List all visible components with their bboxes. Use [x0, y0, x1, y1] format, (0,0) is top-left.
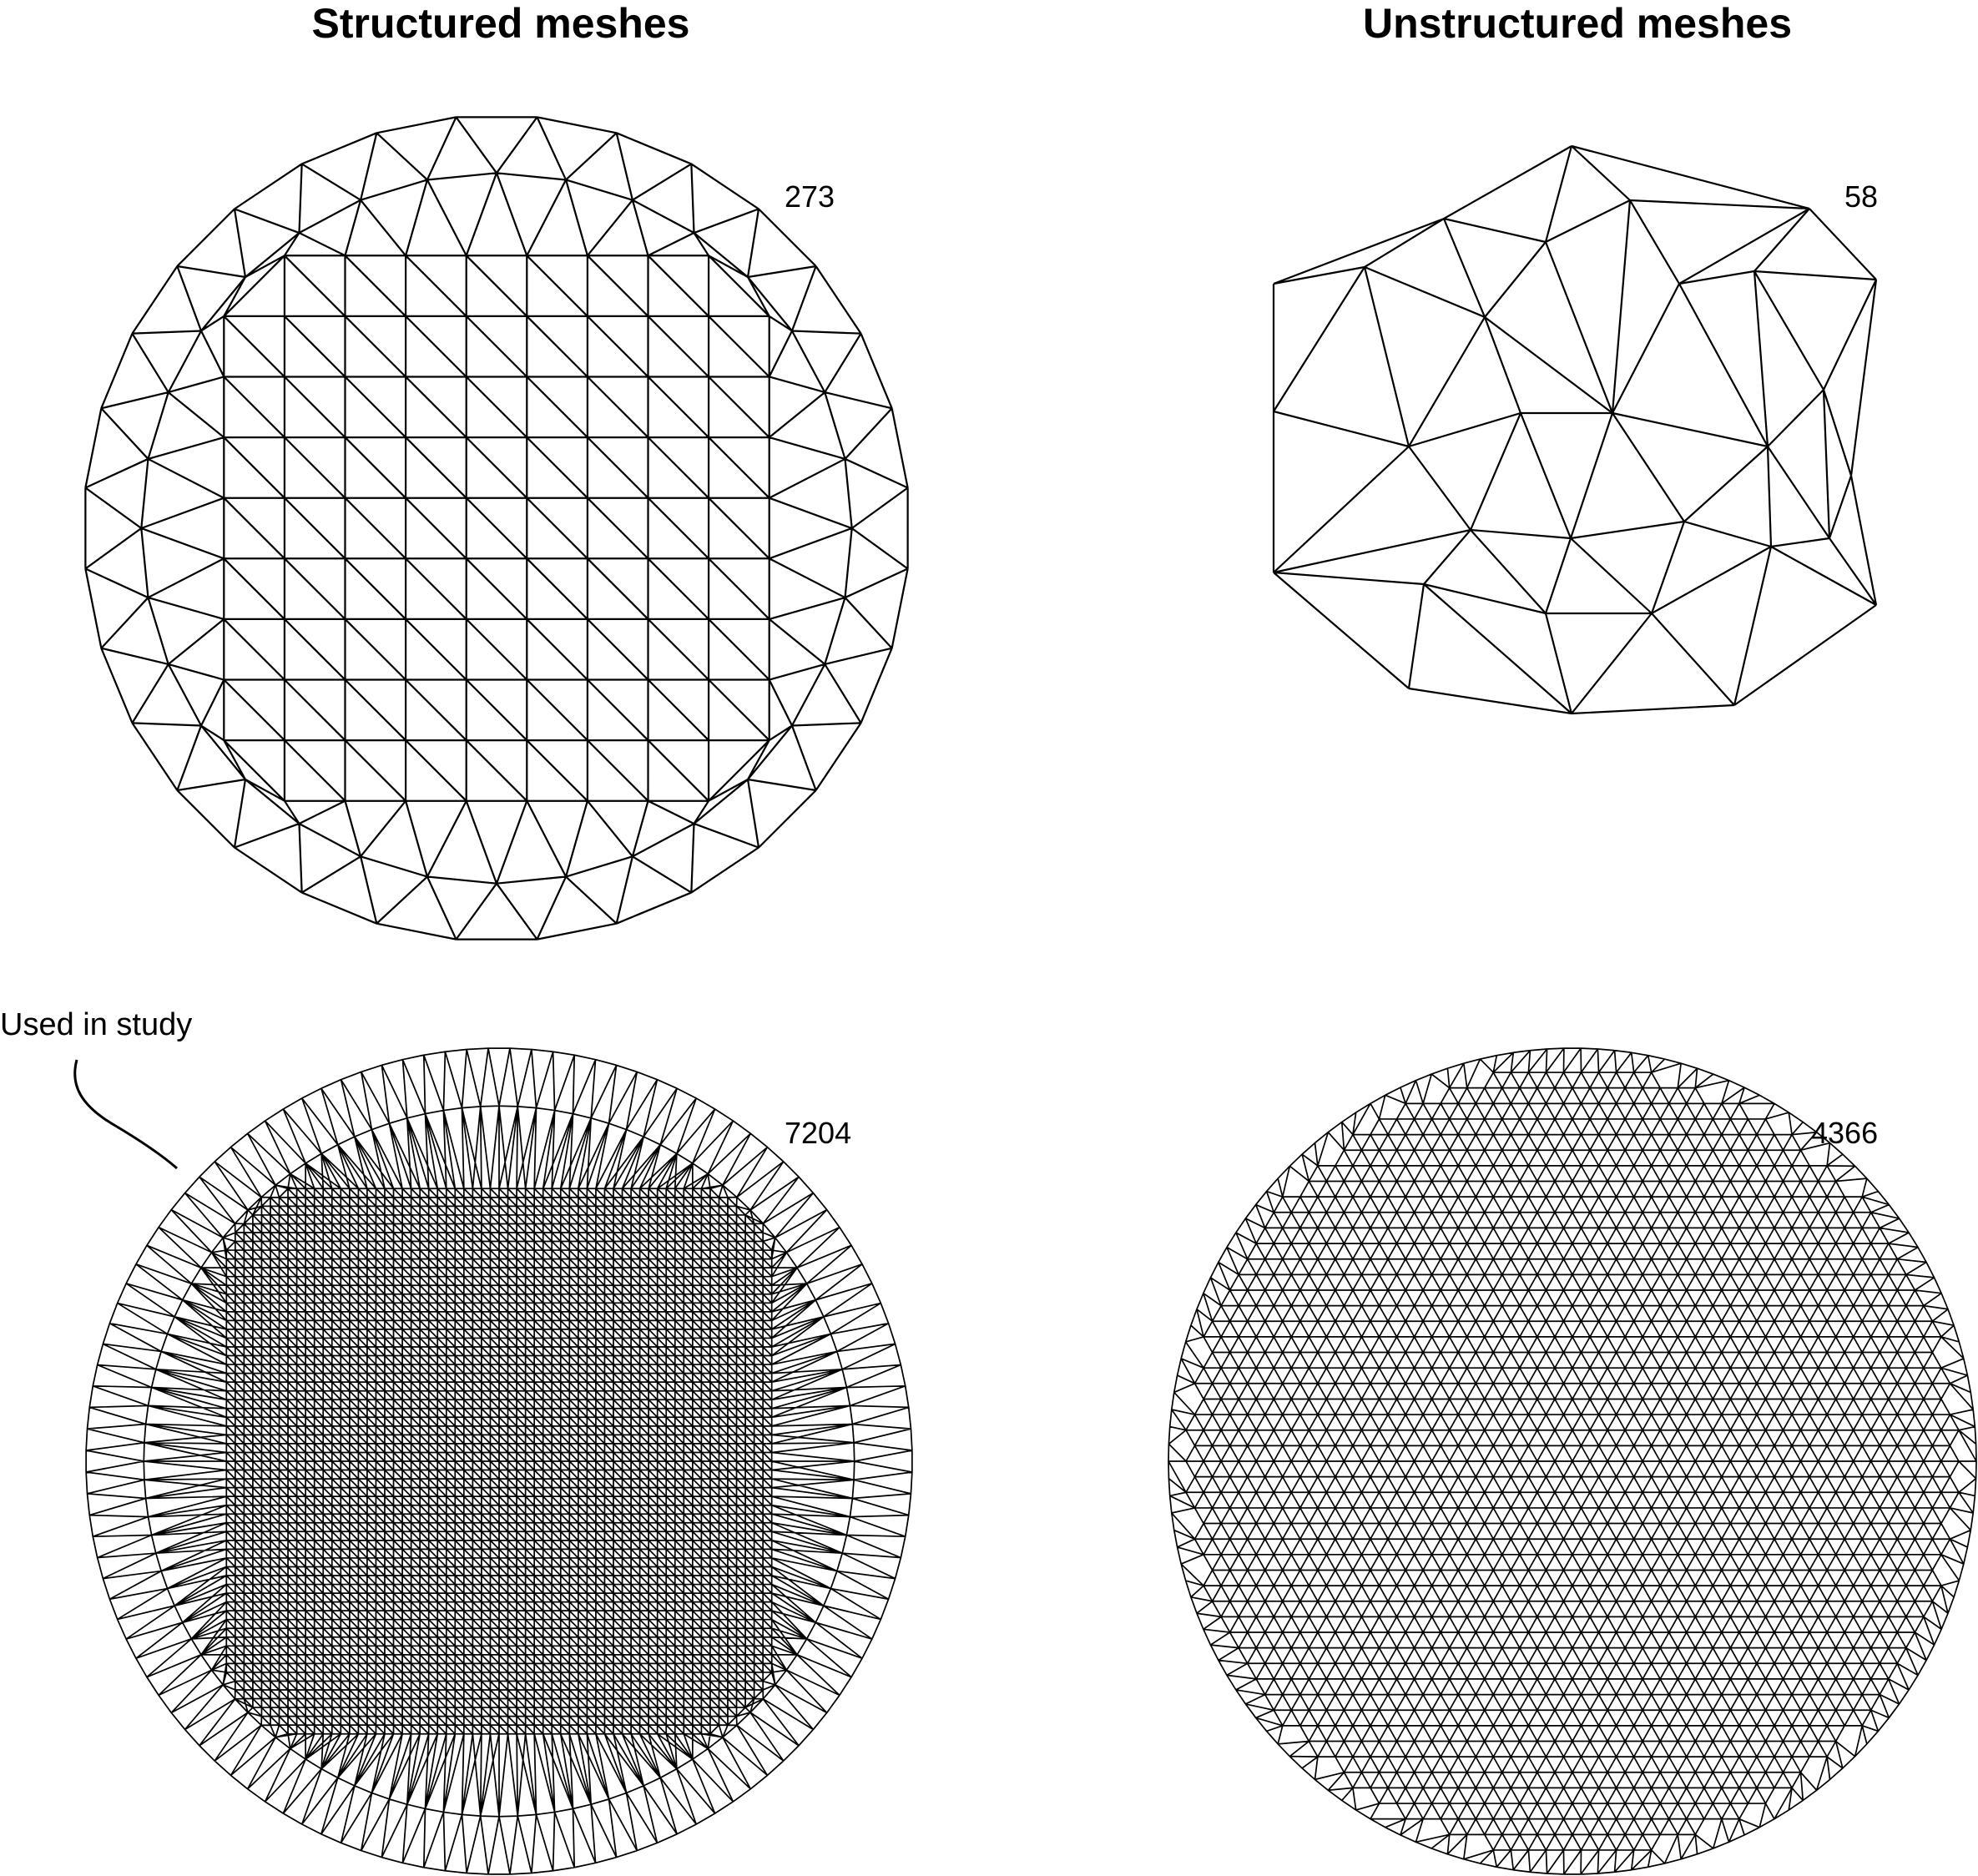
- element-count-unstructured-coarse: 58: [1844, 179, 1879, 214]
- unstructured-mesh-fine-edges: [1168, 1047, 1977, 1875]
- heading-unstructured-meshes: Unstructured meshes: [1362, 0, 1793, 47]
- structured-mesh-coarse-edges: [84, 116, 909, 941]
- element-count-structured-fine: 7204: [785, 1116, 852, 1150]
- unstructured-mesh-fine: [1168, 1047, 1977, 1875]
- structured-mesh-fine: [85, 1047, 913, 1875]
- element-count-unstructured-fine: 4366: [1811, 1116, 1879, 1150]
- structured-mesh-fine-edges: [85, 1047, 913, 1875]
- element-count-structured-coarse: 273: [785, 179, 835, 214]
- annotation-used-in-study: Used in study: [0, 1007, 193, 1042]
- unstructured-mesh-coarse-edges: [1272, 144, 1878, 715]
- heading-structured-meshes: Structured meshes: [311, 0, 690, 47]
- unstructured-mesh-coarse: [1272, 144, 1878, 715]
- structured-mesh-coarse: [84, 116, 909, 941]
